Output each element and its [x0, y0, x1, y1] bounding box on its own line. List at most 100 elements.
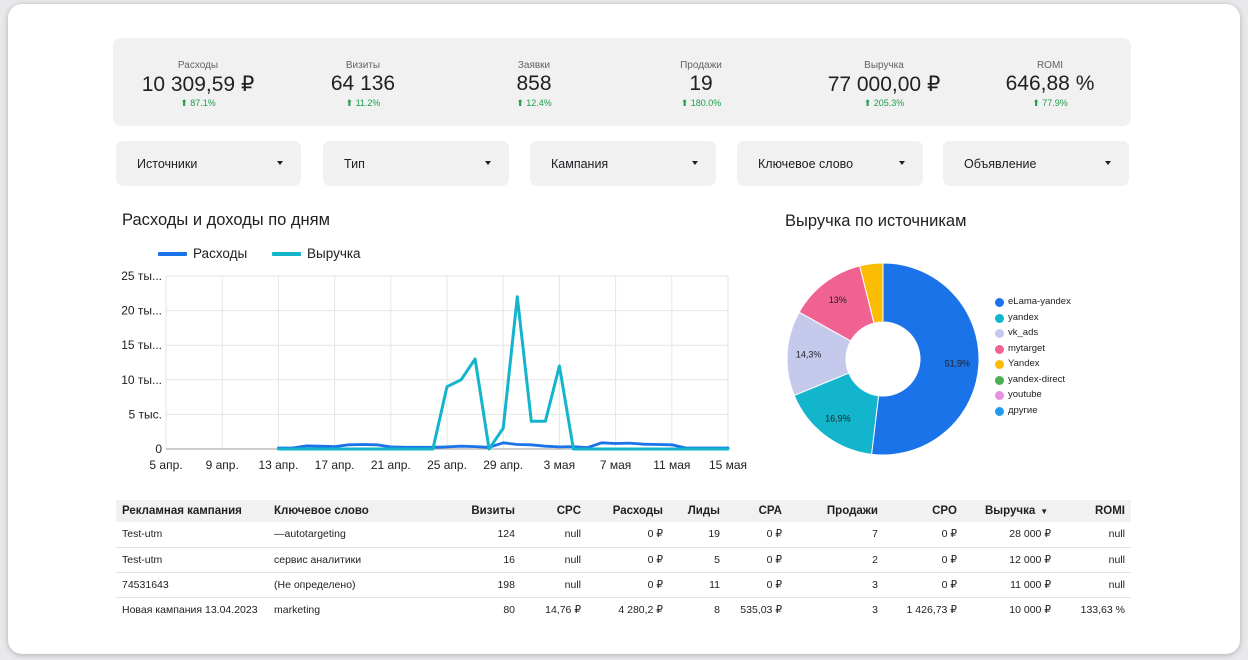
legend-label: Выручка [307, 246, 361, 261]
pie-slice-label: 14,3% [796, 350, 822, 360]
pie-legend-label: Yandex [1008, 358, 1040, 369]
filter-ad-dropdown[interactable]: Объявление [943, 141, 1129, 186]
pie-slice-yandex[interactable] [859, 262, 884, 324]
pie-legend-label: eLama-yandex [1008, 296, 1071, 307]
table-row[interactable]: Test-utm —autotargeting 124 null 0 ₽19 0 ₽7 0 … [116, 522, 1131, 548]
pie-legend-item[interactable]: eLama-yandex [995, 296, 1071, 312]
x-tick-label: 7 мая [600, 458, 631, 472]
column-header[interactable]: Продажи [788, 500, 884, 522]
table-cell: 11 [669, 572, 726, 598]
y-tick-label: 5 тыс. [129, 407, 162, 421]
legend-dot-icon [995, 375, 1004, 385]
table-cell: 198 [439, 572, 521, 598]
filter-type-dropdown[interactable]: Тип [323, 141, 509, 186]
pie-slice-elama-yandex[interactable] [871, 262, 980, 456]
column-header[interactable]: CPA [726, 500, 788, 522]
filter-campaign-dropdown[interactable]: Кампания [530, 141, 716, 186]
y-tick-label: 0 [155, 442, 162, 456]
x-tick-label: 17 апр. [315, 458, 355, 472]
pie-legend-item[interactable]: mytarget [995, 343, 1071, 359]
table-cell: null [1057, 547, 1131, 573]
pie-chart-title: Выручка по источникам [785, 212, 967, 230]
table-row[interactable]: Новая кампания 13.04.2023 marketing 80 14,7… [116, 597, 1131, 623]
dashboard-frame: Расходы 10 309,59 ₽ ⬆ 87.1% Визиты 64 13… [8, 4, 1240, 654]
pie-slice-label: 13% [829, 295, 847, 305]
column-header[interactable]: Расходы [587, 500, 669, 522]
table-cell: 0 ₽ [884, 522, 963, 548]
table-cell: 5 [669, 547, 726, 573]
table-cell: Test-utm [116, 547, 268, 573]
table-row[interactable]: Test-utm сервис аналитики 16 null 0 ₽5 0 ₽2 0 … [116, 547, 1131, 573]
table-cell: 7 [788, 522, 884, 548]
kpi-label: Выручка [864, 60, 904, 71]
column-header[interactable]: Визиты [439, 500, 521, 522]
pie-legend-item[interactable]: youtube [995, 389, 1071, 405]
sort-desc-icon[interactable]: ▼ [1040, 507, 1049, 516]
pie-slice-label: 16,9% [825, 413, 851, 423]
caret-down-icon [692, 161, 698, 165]
table-row[interactable]: 74531643 (Не определено) 198 null 0 ₽11 0 ₽3 0… [116, 572, 1131, 598]
pie-legend-label: другие [1008, 404, 1038, 416]
column-header-label: Визиты [471, 505, 515, 517]
column-header-label: Ключевое слово [274, 505, 369, 517]
caret-down-icon [1105, 161, 1111, 165]
pie-legend-item[interactable]: Yandex [995, 358, 1071, 374]
table-cell: 80 [439, 597, 521, 623]
filter-label: Источники [137, 157, 198, 171]
pie-legend-item[interactable]: другие [995, 405, 1071, 421]
column-header[interactable]: Рекламная кампания [116, 500, 268, 522]
table-header-row: Рекламная кампания Ключевое слово Визиты CP… [116, 500, 1131, 522]
legend-dot-icon [995, 391, 1004, 400]
kpi-label: Визиты [345, 60, 381, 71]
series-line-expenses[interactable] [276, 441, 730, 450]
column-header-label: CPC [556, 505, 581, 517]
kpi-value: 10 309,59 ₽ [141, 73, 255, 96]
column-header-label: CPO [932, 505, 957, 517]
table-cell: 133,63 % [1057, 597, 1131, 623]
y-tick-label: 20 ты... [121, 304, 162, 318]
kpi-bar: Расходы 10 309,59 ₽ ⬆ 87.1% Визиты 64 13… [113, 38, 1131, 126]
column-header[interactable]: CPC [521, 500, 587, 522]
line-chart[interactable]: 0 5 тыс. 10 ты... 15 ты... 20 ты... 25 ты... 5… [116, 262, 756, 477]
pie-slice-yandex[interactable] [793, 372, 880, 455]
column-header[interactable]: Выручка ▼ [963, 500, 1057, 522]
column-header-label: CPA [758, 505, 782, 517]
table-cell: 14,76 ₽ [521, 597, 587, 623]
table-cell: 2 [788, 547, 884, 573]
kpi-delta: ⬆ 11.2% [345, 98, 381, 108]
legend-revenue[interactable]: Выручка [272, 246, 361, 261]
table-cell: Новая кампания 13.04.2023 [116, 597, 268, 623]
filter-sources-dropdown[interactable]: Источники [116, 141, 301, 186]
pie-legend-label: vk_ads [1008, 327, 1039, 338]
series-line-revenue[interactable] [276, 295, 730, 451]
x-tick-label: 15 мая [709, 458, 747, 472]
column-header-label: Рекламная кампания [122, 505, 242, 517]
kpi-label: Расходы [177, 60, 219, 71]
table-cell: 28 000 ₽ [963, 522, 1057, 548]
legend-label: Расходы [193, 246, 248, 261]
column-header[interactable]: ROMI [1057, 500, 1131, 522]
column-header[interactable]: Лиды [669, 500, 726, 522]
kpi-delta: ⬆ 77.9% [1032, 98, 1068, 108]
pie-legend-item[interactable]: yandex [995, 312, 1071, 328]
filter-label: Кампания [551, 157, 609, 171]
legend-expenses[interactable]: Расходы [158, 246, 247, 261]
table-cell: 0 ₽ [884, 547, 963, 573]
filter-keyword-dropdown[interactable]: Ключевое слово [737, 141, 923, 186]
column-header-label: Продажи [826, 505, 878, 517]
table-cell: 10 000 ₽ [963, 597, 1057, 623]
pie-legend-label: yandex [1008, 311, 1039, 323]
pie-chart[interactable]: 51,9% 16,9% 14,3% 13% [778, 254, 988, 464]
x-tick-label: 13 апр. [258, 458, 298, 472]
column-header[interactable]: Ключевое слово [268, 500, 439, 522]
x-tick-label: 21 апр. [371, 458, 411, 472]
pie-legend-item[interactable]: vk_ads [995, 327, 1071, 343]
table-cell: 0 ₽ [587, 522, 669, 548]
pie-legend-item[interactable]: yandex-direct [995, 374, 1071, 390]
column-header-label: Лиды [687, 505, 720, 517]
y-tick-label: 15 ты... [121, 338, 162, 352]
table-cell: null [521, 572, 587, 598]
column-header[interactable]: CPO [884, 500, 963, 522]
pie-legend-label: youtube [1008, 389, 1042, 400]
kpi-value: 858 [516, 72, 552, 95]
